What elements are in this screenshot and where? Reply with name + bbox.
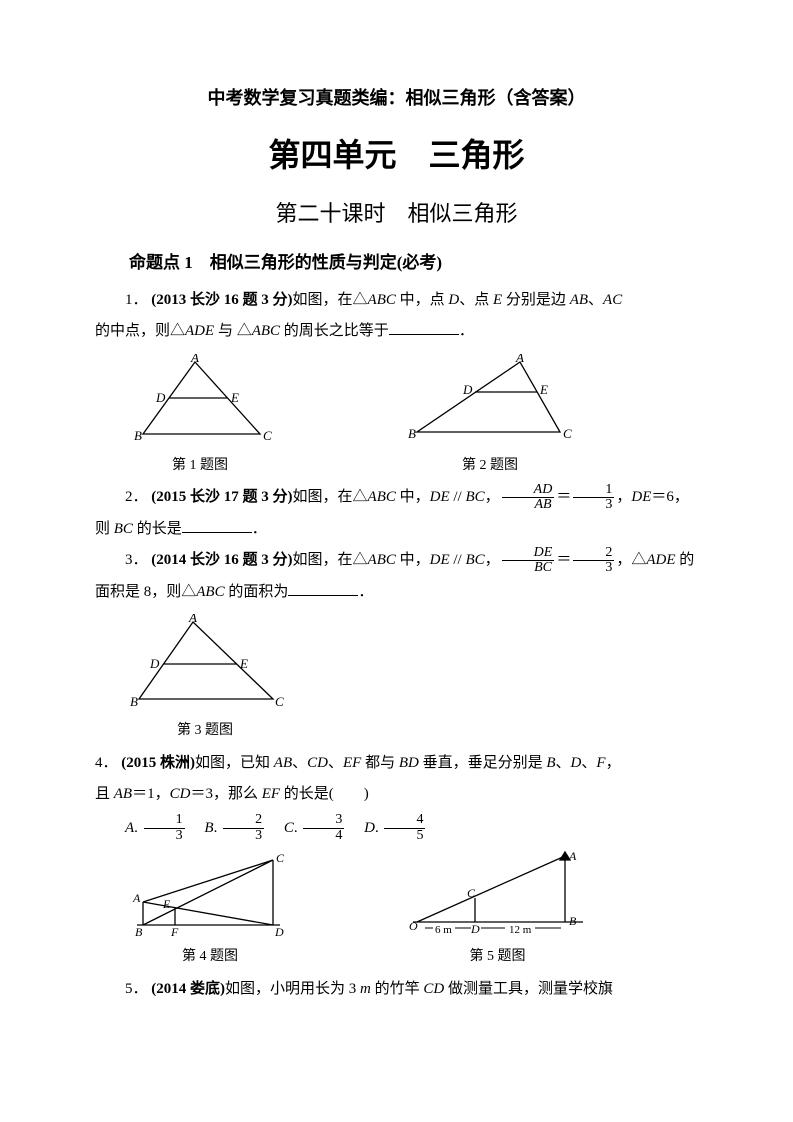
figure-4-caption: 第 4 题图 (125, 942, 295, 971)
svg-text:D: D (462, 382, 473, 397)
lesson-title: 第二十课时 相似三角形 (95, 191, 698, 237)
svg-text:B: B (134, 428, 142, 443)
document-top-title: 中考数学复习真题类编：相似三角形（含答案） (95, 80, 698, 118)
figure-2: A D E B C 第 2 题图 (405, 354, 575, 480)
svg-text:C: C (263, 428, 272, 443)
figure-4: A C E B F D 第 4 题图 (125, 850, 295, 971)
svg-text:6 m: 6 m (435, 924, 452, 936)
triangle-fig-3-icon: A D E B C (125, 614, 285, 714)
svg-text:C: C (467, 886, 476, 900)
q5-figure-icon: O C D A B 6 m 12 m (405, 850, 590, 940)
option-a: A. 13 (125, 820, 187, 836)
question-4-options: A. 13 B. 23 C. 34 D. 45 (95, 813, 698, 845)
svg-text:C: C (276, 851, 285, 865)
svg-text:B: B (130, 694, 138, 709)
question-2-line2: 则 BC 的长是． (95, 514, 698, 546)
svg-text:A: A (190, 354, 199, 365)
svg-text:C: C (275, 694, 284, 709)
svg-text:A: A (132, 891, 141, 905)
question-5: 5． (2014 娄底)如图，小明用长为 3 m 的竹竿 CD 做测量工具，测量… (95, 974, 698, 1006)
q1-source: (2013 长沙 16 题 3 分) (151, 292, 292, 308)
figure-row-1: A D E B C 第 1 题图 A D E B (125, 354, 698, 480)
q4-source: (2015 株洲) (121, 755, 195, 771)
option-c: C. 34 (284, 820, 347, 836)
question-4-line2: 且 AB＝1，CD＝3，那么 EF 的长是( ) (95, 779, 698, 811)
question-1: 1． (2013 长沙 16 题 3 分)如图，在△ABC 中，点 D、点 E … (95, 285, 698, 317)
svg-text:A: A (515, 354, 524, 365)
triangle-fig-1-icon: A D E B C (125, 354, 275, 449)
svg-text:F: F (170, 925, 179, 939)
figure-row-4: A C E B F D 第 4 题图 (125, 850, 698, 971)
q2-source: (2015 长沙 17 题 3 分) (151, 489, 292, 505)
svg-text:A: A (568, 850, 577, 863)
svg-text:C: C (563, 426, 572, 441)
q5-source: (2014 娄底) (151, 981, 225, 997)
question-4: 4． (2015 株洲)如图，已知 AB、CD、EF 都与 BD 垂直，垂足分别… (95, 748, 698, 780)
q4-figure-icon: A C E B F D (125, 850, 295, 940)
figure-2-caption: 第 2 题图 (405, 451, 575, 480)
svg-text:E: E (230, 390, 239, 405)
svg-text:B: B (569, 914, 577, 928)
svg-text:D: D (470, 922, 480, 936)
figure-row-3: A D E B C 第 3 题图 (125, 614, 698, 745)
question-3: 3． (2014 长沙 16 题 3 分)如图，在△ABC 中，DE // BC… (95, 545, 698, 577)
fraction: ADAB (502, 483, 555, 513)
figure-3: A D E B C 第 3 题图 (125, 614, 285, 745)
svg-text:E: E (239, 656, 248, 671)
answer-blank (288, 580, 358, 596)
option-b: B. 23 (204, 820, 266, 836)
svg-text:D: D (274, 925, 284, 939)
page: 中考数学复习真题类编：相似三角形（含答案） 第四单元 三角形 第二十课时 相似三… (0, 0, 793, 1122)
figure-3-caption: 第 3 题图 (125, 716, 285, 745)
figure-5: O C D A B 6 m 12 m 第 5 题图 (405, 850, 590, 971)
svg-text:D: D (149, 656, 160, 671)
figure-1-caption: 第 1 题图 (125, 451, 275, 480)
svg-text:O: O (409, 919, 418, 933)
answer-blank (389, 319, 459, 335)
q1-num: 1． (125, 292, 148, 308)
question-3-line2: 面积是 8，则△ABC 的面积为． (95, 577, 698, 609)
svg-text:12 m: 12 m (509, 924, 532, 936)
svg-text:D: D (155, 390, 166, 405)
q3-source: (2014 长沙 16 题 3 分) (151, 552, 292, 568)
unit-title: 第四单元 三角形 (95, 122, 698, 189)
question-1-line2: 的中点，则△ADE 与 △ABC 的周长之比等于． (95, 316, 698, 348)
question-2: 2． (2015 长沙 17 题 3 分)如图，在△ABC 中，DE // BC… (95, 482, 698, 514)
triangle-fig-2-icon: A D E B C (405, 354, 575, 449)
svg-text:B: B (408, 426, 416, 441)
answer-blank (182, 517, 252, 533)
svg-text:E: E (539, 382, 548, 397)
topic-title: 命题点 1 相似三角形的性质与判定(必考) (95, 245, 698, 281)
svg-text:E: E (162, 897, 171, 911)
option-d: D. 45 (364, 820, 427, 836)
svg-text:A: A (188, 614, 197, 625)
figure-1: A D E B C 第 1 题图 (125, 354, 275, 480)
svg-text:B: B (135, 925, 143, 939)
figure-5-caption: 第 5 题图 (405, 942, 590, 971)
